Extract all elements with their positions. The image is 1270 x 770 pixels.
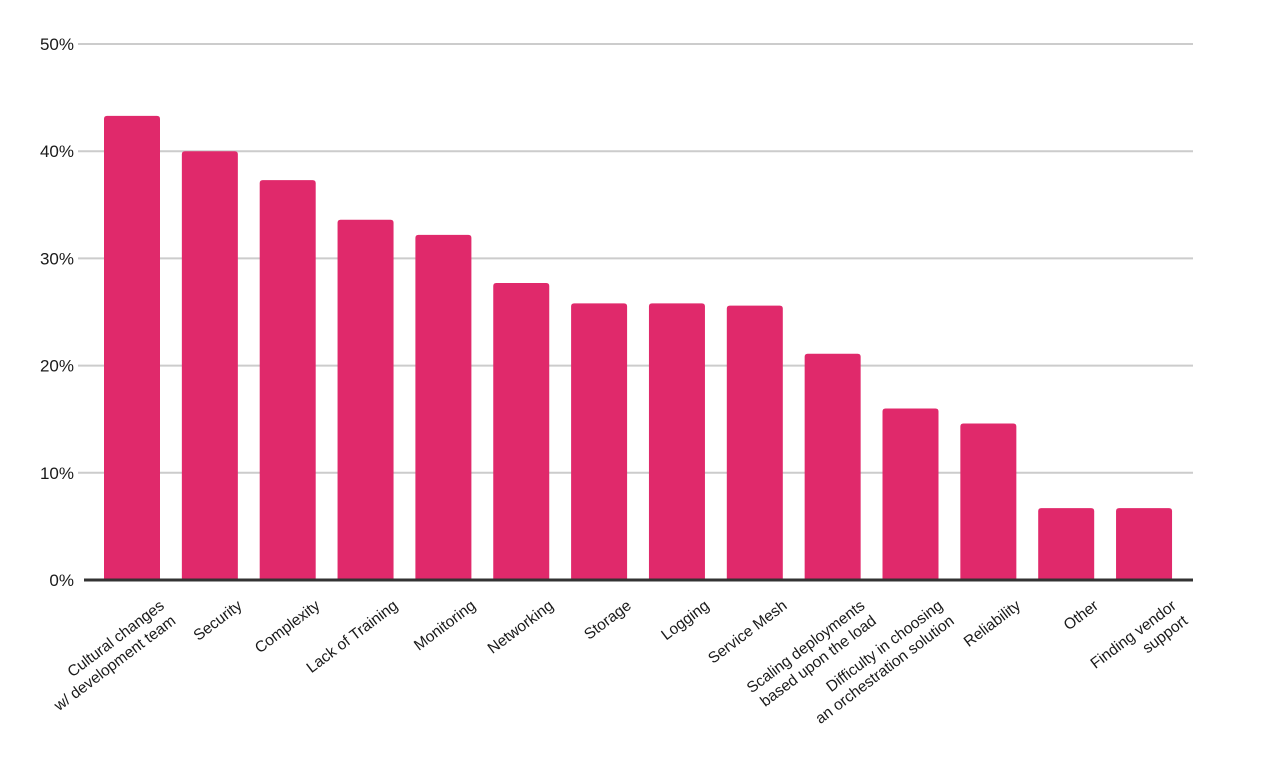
bar [571, 303, 628, 580]
x-tick-label: Networking [485, 597, 557, 657]
x-tick-label: Storage [581, 597, 635, 643]
y-tick-label: 0% [49, 571, 74, 590]
y-tick-label: 20% [40, 357, 74, 376]
y-tick-label: 50% [40, 35, 74, 54]
category-labels: Cultural changesw/ development team Secur… [39, 597, 1192, 728]
x-tick-text: Logging [658, 597, 712, 644]
bars [104, 115, 1173, 581]
bar [415, 234, 472, 581]
bar [726, 305, 783, 580]
x-tick-label: Cultural changesw/ development team [39, 597, 179, 715]
bar [648, 303, 705, 580]
x-tick-line: Security [191, 597, 246, 644]
x-tick-label: Monitoring [411, 597, 479, 654]
bar [493, 283, 550, 580]
x-tick-label: Finding vendorsupport [1088, 597, 1192, 688]
bar [960, 423, 1017, 580]
x-tick-text: Complexity [252, 597, 324, 657]
x-tick-line: Logging [658, 597, 712, 644]
bar [1038, 508, 1095, 580]
x-tick-line: Networking [485, 597, 557, 657]
x-tick-label: Complexity [252, 597, 324, 657]
x-tick-line: Monitoring [411, 597, 479, 654]
bar [804, 353, 861, 580]
x-tick-line: Reliability [961, 597, 1024, 651]
bar [1116, 508, 1173, 580]
x-tick-label: Logging [658, 597, 712, 644]
grid [78, 43, 1193, 474]
x-tick-text: Monitoring [411, 597, 479, 654]
y-tick-label: 30% [40, 249, 74, 268]
x-tick-line: Other [1061, 597, 1102, 634]
x-tick-label: Other [1061, 597, 1102, 634]
x-tick-line: Storage [581, 597, 635, 643]
x-tick-text: Security [191, 597, 246, 644]
y-tick-label: 40% [40, 142, 74, 161]
x-tick-text: Networking [485, 597, 557, 657]
x-tick-text: Finding vendorsupport [1088, 597, 1192, 688]
x-tick-label: Security [191, 597, 246, 644]
x-tick-text: Reliability [961, 597, 1024, 651]
axes: 0% 10% 20% 30% 40% 50% [40, 35, 1193, 590]
bar [259, 180, 316, 581]
y-tick-label: 10% [40, 464, 74, 483]
bar [882, 408, 939, 580]
bar [337, 219, 394, 581]
x-tick-line: Complexity [252, 597, 324, 657]
x-tick-text: Storage [581, 597, 635, 643]
bar [181, 151, 238, 580]
x-tick-text: Cultural changesw/ development team [39, 597, 179, 715]
x-tick-label: Reliability [961, 597, 1024, 651]
x-tick-text: Other [1061, 597, 1102, 634]
bar [104, 115, 160, 580]
